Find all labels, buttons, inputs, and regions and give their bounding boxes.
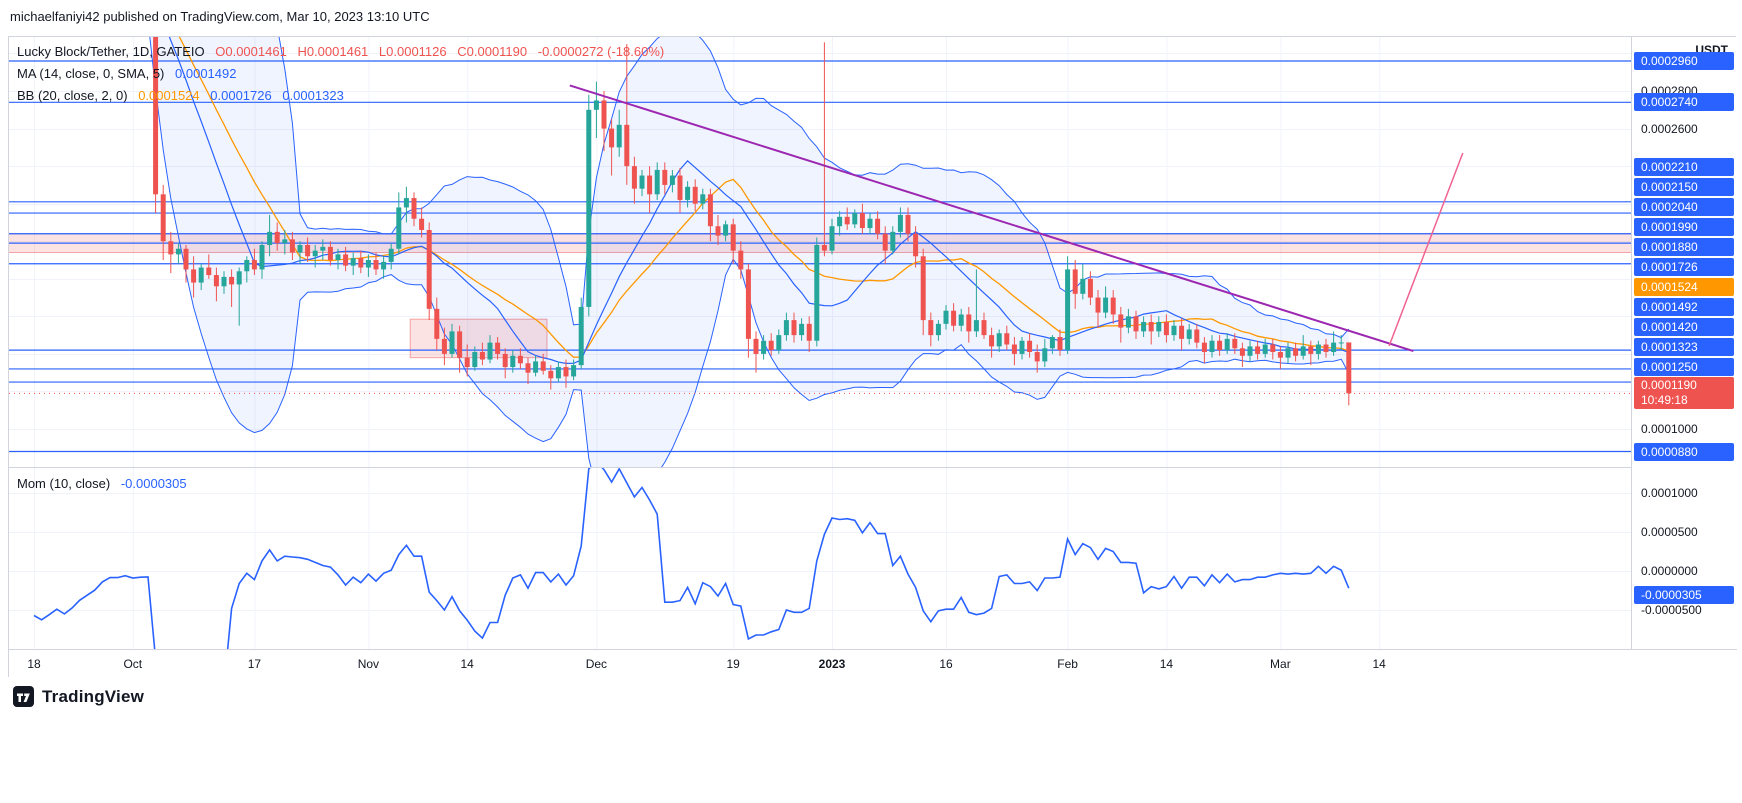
candles-layer[interactable]: [32, 37, 1352, 406]
price-label-0.0001250: 0.0001250: [1634, 358, 1734, 377]
price-label-0.0001524: 0.0001524: [1634, 278, 1734, 297]
price-label-0.0001726: 0.0001726: [1634, 258, 1734, 277]
time-label-Mar: Mar: [1270, 657, 1291, 671]
price-label-0.0002210: 0.0002210: [1634, 158, 1734, 177]
footer: TradingView: [13, 686, 144, 707]
time-label-Oct: Oct: [123, 657, 143, 671]
mom-value: -0.0000305: [120, 476, 187, 491]
ohlc-close: C0.0001190: [457, 44, 528, 59]
axis-tick: 0.0002600: [1641, 121, 1698, 136]
publish-info: michaelfaniyi42 published on TradingView…: [10, 9, 430, 24]
ohlc-high: H0.0001461: [297, 44, 369, 59]
price-axis[interactable]: USDT 0.0002800 0.0002600 0.0001000 0.000100…: [1631, 37, 1737, 649]
momentum-pane: [33, 468, 1350, 649]
chart-frame: Lucky Block/Tether, 1D, GATEIO O0.000146…: [8, 36, 1737, 678]
time-axis[interactable]: 18 Oct 17 Nov 14 Dec 19 2023 16 Feb 14 Mar 14: [9, 649, 1737, 677]
price-label-0.0001420: 0.0001420: [1634, 318, 1734, 337]
price-chart-canvas[interactable]: [9, 37, 1737, 678]
momentum-legend: Mom (10, close) -0.0000305: [17, 473, 187, 495]
price-label-0.0002150: 0.0002150: [1634, 178, 1734, 197]
price-label-0.0001190: 0.0001190 10:49:18: [1634, 377, 1734, 410]
bb-indicator-row: BB (20, close, 2, 0) 0.0001524 0.0001726…: [17, 85, 664, 107]
bb-upper-value: 0.0001726: [210, 88, 272, 103]
ma-label: MA (14, close, 0, SMA, 5): [17, 66, 165, 81]
tradingview-wordmark: TradingView: [42, 686, 145, 706]
ma-value: 0.0001492: [175, 66, 237, 81]
momentum-line: [33, 468, 1350, 649]
tradingview-logo[interactable]: TradingView: [13, 686, 144, 707]
time-label-17: 17: [247, 657, 262, 671]
momentum-value-label: -0.0000305: [1634, 585, 1734, 604]
axis-tick: -0.0000500: [1641, 603, 1702, 617]
axis-tick: 0.0001000: [1641, 486, 1698, 500]
price-label-0.0001323: 0.0001323: [1634, 338, 1734, 357]
mom-label: Mom (10, close): [17, 476, 111, 491]
time-label-14: 14: [1159, 657, 1174, 671]
bar-countdown: 10:49:18: [1641, 393, 1688, 408]
time-label-19: 19: [726, 657, 740, 671]
price-label-0.0001492: 0.0001492: [1634, 298, 1734, 317]
main-pane: [9, 37, 1631, 467]
time-label-Dec: Dec: [585, 657, 608, 671]
price-label-0.0001880: 0.0001880: [1634, 238, 1734, 257]
axis-tick: 0.0000500: [1641, 525, 1698, 539]
symbol-title: Lucky Block/Tether, 1D, GATEIO: [17, 44, 205, 59]
symbol-ohlc-row: Lucky Block/Tether, 1D, GATEIO O0.000146…: [17, 41, 664, 63]
bb-fill: [149, 37, 1349, 467]
price-label-0.0000880: 0.0000880: [1634, 442, 1734, 461]
grid-layer: [9, 37, 1631, 649]
time-label-Nov: Nov: [357, 657, 380, 671]
ohlc-open: O0.0001461: [215, 44, 287, 59]
time-label-2023: 2023: [818, 657, 846, 671]
forecast-line[interactable]: [1388, 152, 1464, 347]
time-label-18: 18: [27, 657, 41, 671]
price-label-0.0002740: 0.0002740: [1634, 93, 1734, 112]
bb-upper-line: [278, 37, 1350, 339]
ma-indicator-row: MA (14, close, 0, SMA, 5) 0.0001492: [17, 63, 664, 85]
price-label-0.0001990: 0.0001990: [1634, 218, 1734, 237]
time-label-Feb: Feb: [1057, 657, 1078, 671]
time-label-14: 14: [1372, 657, 1386, 671]
descending-trendline[interactable]: [569, 84, 1414, 353]
bb-lower-value: 0.0001323: [282, 88, 344, 103]
main-legend: Lucky Block/Tether, 1D, GATEIO O0.000146…: [17, 41, 664, 107]
bb-lower-line: [149, 37, 1350, 467]
axis-tick: 0.0001000: [1641, 422, 1698, 436]
tradingview-logo-icon: [13, 686, 34, 707]
change-value: -0.0000272 (-18.60%): [537, 44, 665, 59]
mom-indicator-row: Mom (10, close) -0.0000305: [17, 473, 187, 495]
axis-tick: 0.0000000: [1641, 564, 1698, 578]
time-label-16: 16: [939, 657, 953, 671]
price-zone-box[interactable]: [409, 318, 548, 359]
bb-label: BB (20, close, 2, 0): [17, 88, 128, 103]
ohlc-low: L0.0001126: [378, 44, 447, 59]
time-label-14: 14: [460, 657, 474, 671]
price-label-0.0002040: 0.0002040: [1634, 198, 1734, 217]
price-label-0.0002960: 0.0002960: [1634, 52, 1734, 70]
bb-basis-value: 0.0001524: [138, 88, 200, 103]
